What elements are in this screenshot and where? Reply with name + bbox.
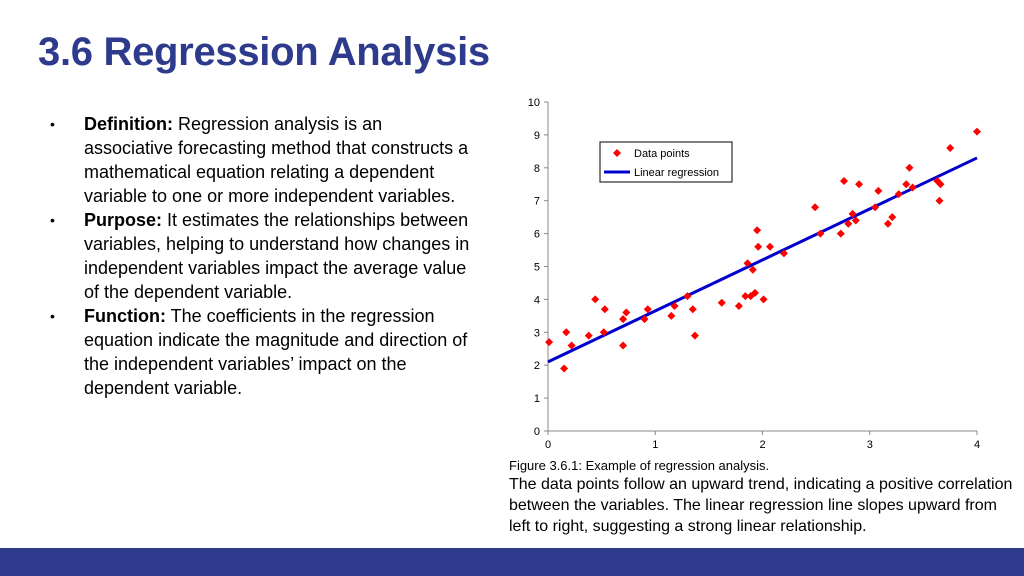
data-point: [759, 295, 768, 304]
x-tick-label: 3: [867, 439, 873, 451]
bullet-definition: • Definition: Regression analysis is an …: [50, 112, 470, 208]
y-tick-label: 4: [534, 294, 540, 306]
data-point: [935, 196, 944, 205]
data-point: [851, 216, 860, 225]
data-point: [748, 265, 757, 274]
data-point: [717, 298, 726, 307]
y-tick-label: 2: [534, 360, 540, 372]
data-point: [683, 292, 692, 301]
data-point: [888, 213, 897, 222]
data-point: [874, 186, 883, 195]
bullet-marker: •: [50, 212, 55, 228]
data-point: [840, 176, 849, 185]
data-point: [741, 292, 750, 301]
footer-bar: [0, 548, 1024, 576]
data-point: [836, 229, 845, 238]
y-tick-label: 8: [534, 163, 540, 175]
data-point: [746, 292, 755, 301]
data-point: [816, 229, 825, 238]
data-point: [591, 295, 600, 304]
y-tick-label: 1: [534, 393, 540, 405]
bullet-function: • Function: The coefficients in the regr…: [50, 304, 470, 400]
y-tick-label: 5: [534, 262, 540, 274]
data-point: [640, 315, 649, 324]
bullet-text: It estimates the relationships between v…: [84, 210, 470, 302]
data-point: [622, 308, 631, 317]
x-tick-label: 0: [545, 439, 551, 451]
slide-title: 3.6 Regression Analysis: [38, 30, 490, 74]
bullet-term: Purpose:: [84, 210, 163, 230]
data-point: [734, 301, 743, 310]
data-point: [690, 331, 699, 340]
data-point: [811, 203, 820, 212]
legend-label-regression-line: Linear regression: [634, 167, 719, 179]
data-point: [844, 219, 853, 228]
legend-box: [599, 141, 733, 183]
data-point: [946, 144, 955, 153]
legend-marker-data-points: [613, 149, 621, 157]
data-point: [545, 338, 554, 347]
y-tick-label: 9: [534, 130, 540, 142]
y-tick-label: 6: [534, 229, 540, 241]
data-point: [600, 305, 609, 314]
regression-line: [547, 156, 978, 364]
bullet-marker: •: [50, 116, 55, 132]
data-point: [584, 331, 593, 340]
data-point: [643, 305, 652, 314]
x-tick-label: 4: [974, 439, 980, 451]
data-point: [599, 328, 608, 337]
data-point: [766, 242, 775, 251]
x-tick-label: 1: [652, 439, 658, 451]
data-point: [567, 341, 576, 350]
regression-scatter-chart: 0 1 2 3 4 5 6 7 8 9 10 0 1 2 3 4 Data points Linear regre…: [528, 97, 981, 451]
y-tick-label: 0: [534, 426, 540, 438]
data-point: [670, 301, 679, 310]
y-tick-label: 7: [534, 196, 540, 208]
data-point: [619, 315, 628, 324]
legend-label-data-points: Data points: [634, 148, 690, 160]
data-point: [908, 183, 917, 192]
data-point: [619, 341, 628, 350]
data-point: [688, 305, 697, 314]
y-tick-label: 3: [534, 327, 540, 339]
figure-caption: Figure 3.6.1: Example of regression anal…: [509, 458, 770, 473]
x-tick-label: 2: [759, 439, 765, 451]
y-tick-label: 10: [528, 97, 540, 109]
data-point: [560, 364, 569, 373]
data-point: [779, 249, 788, 258]
bullet-marker: •: [50, 308, 55, 324]
figure-caption-block: Figure 3.6.1: Example of regression anal…: [509, 458, 1019, 537]
data-point: [871, 203, 880, 212]
data-point: [753, 226, 762, 235]
data-point: [667, 311, 676, 320]
bullet-text: The coefficients in the regression equat…: [84, 306, 468, 398]
bullet-text: Regression analysis is an associative fo…: [84, 114, 469, 206]
bullet-term: Definition:: [84, 114, 173, 134]
data-point: [750, 288, 759, 297]
data-point: [883, 219, 892, 228]
figure-description: The data points follow an upward trend, …: [509, 476, 1013, 535]
data-point: [894, 190, 903, 199]
data-point: [905, 163, 914, 172]
data-point: [743, 259, 752, 268]
data-point: [754, 242, 763, 251]
data-point: [936, 180, 945, 189]
bullet-term: Function:: [84, 306, 166, 326]
data-point: [973, 127, 981, 136]
data-point: [562, 328, 571, 337]
bullet-purpose: • Purpose: It estimates the relationship…: [50, 208, 470, 304]
bullet-list: • Definition: Regression analysis is an …: [50, 112, 470, 400]
data-point: [902, 180, 911, 189]
data-point: [855, 180, 864, 189]
data-point: [848, 209, 857, 218]
